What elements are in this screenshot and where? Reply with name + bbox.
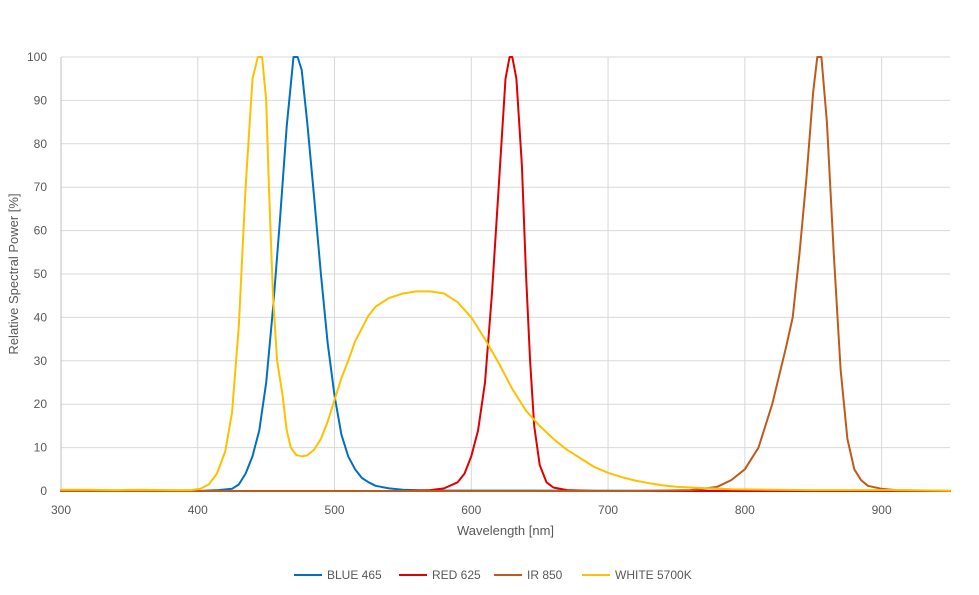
y-tick-label: 80 bbox=[34, 137, 48, 151]
grid-layer bbox=[61, 56, 950, 491]
y-tick-label: 60 bbox=[34, 224, 48, 238]
y-tick-label: 50 bbox=[34, 267, 48, 281]
y-tick-label: 70 bbox=[34, 180, 48, 194]
legend-label: BLUE 465 bbox=[327, 568, 382, 582]
series-line-blue-465 bbox=[60, 56, 951, 492]
x-tick-label: 600 bbox=[461, 503, 481, 517]
series-line-ir-850 bbox=[60, 56, 951, 492]
legend-label: RED 625 bbox=[432, 568, 481, 582]
y-tick-label: 90 bbox=[34, 93, 48, 107]
legend: BLUE 465 RED 625 IR 850 WHITE 5700K bbox=[294, 568, 692, 582]
y-tick-label: 20 bbox=[34, 397, 48, 411]
x-tick-label: 900 bbox=[872, 503, 892, 517]
x-tick-label: 300 bbox=[51, 503, 71, 517]
legend-label: IR 850 bbox=[527, 568, 563, 582]
series-line-red-625 bbox=[60, 56, 951, 492]
x-tick-label: 800 bbox=[735, 503, 755, 517]
x-tick-label: 500 bbox=[325, 503, 345, 517]
y-tick-label: 30 bbox=[34, 354, 48, 368]
y-axis-title: Relative Spectral Power [%] bbox=[6, 193, 21, 354]
y-tick-label: 40 bbox=[34, 310, 48, 324]
series-line-white-5700k bbox=[60, 56, 951, 492]
y-tick-label: 0 bbox=[40, 484, 47, 498]
series-layer bbox=[60, 56, 951, 492]
y-tick-label: 10 bbox=[34, 441, 48, 455]
x-axis-title: Wavelength [nm] bbox=[457, 523, 554, 538]
x-tick-label: 400 bbox=[188, 503, 208, 517]
x-tick-label: 700 bbox=[598, 503, 618, 517]
y-tick-label: 100 bbox=[27, 50, 47, 64]
legend-label: WHITE 5700K bbox=[615, 568, 692, 582]
